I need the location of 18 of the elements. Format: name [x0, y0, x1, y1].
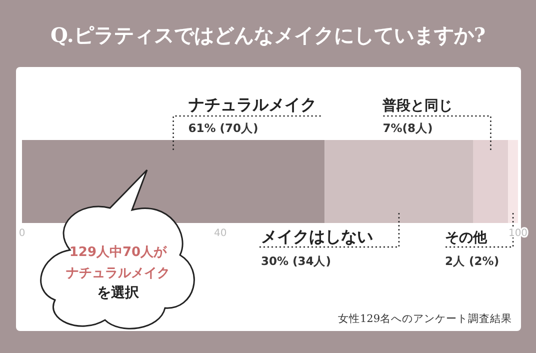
bar: [324, 140, 474, 223]
data-label: 61% (70人): [188, 121, 258, 135]
x-tick-label: 0: [18, 228, 26, 239]
series-label: その他: [445, 230, 488, 246]
annotation: ナチュラルメイク: [66, 266, 170, 281]
text: Q.ピラティスではどんなメイクにしていますか?: [50, 23, 486, 47]
bar: [473, 140, 508, 223]
x-tick-label: 40: [214, 228, 227, 239]
bar: [508, 140, 518, 223]
data-label: 30% (34人): [260, 254, 332, 268]
series-label: メイクはしない: [260, 227, 373, 246]
annotation: 129人中70人が: [69, 245, 168, 260]
series-label: ナチュラルメイク: [188, 95, 316, 114]
annotation: 女性129名へのアンケート調査結果: [338, 312, 512, 325]
text: 普段と同じ: [382, 97, 453, 114]
data-label: 7%(8人): [382, 121, 433, 135]
data-label: 2人 (2%): [445, 254, 500, 268]
annotation: を選択: [97, 285, 140, 301]
